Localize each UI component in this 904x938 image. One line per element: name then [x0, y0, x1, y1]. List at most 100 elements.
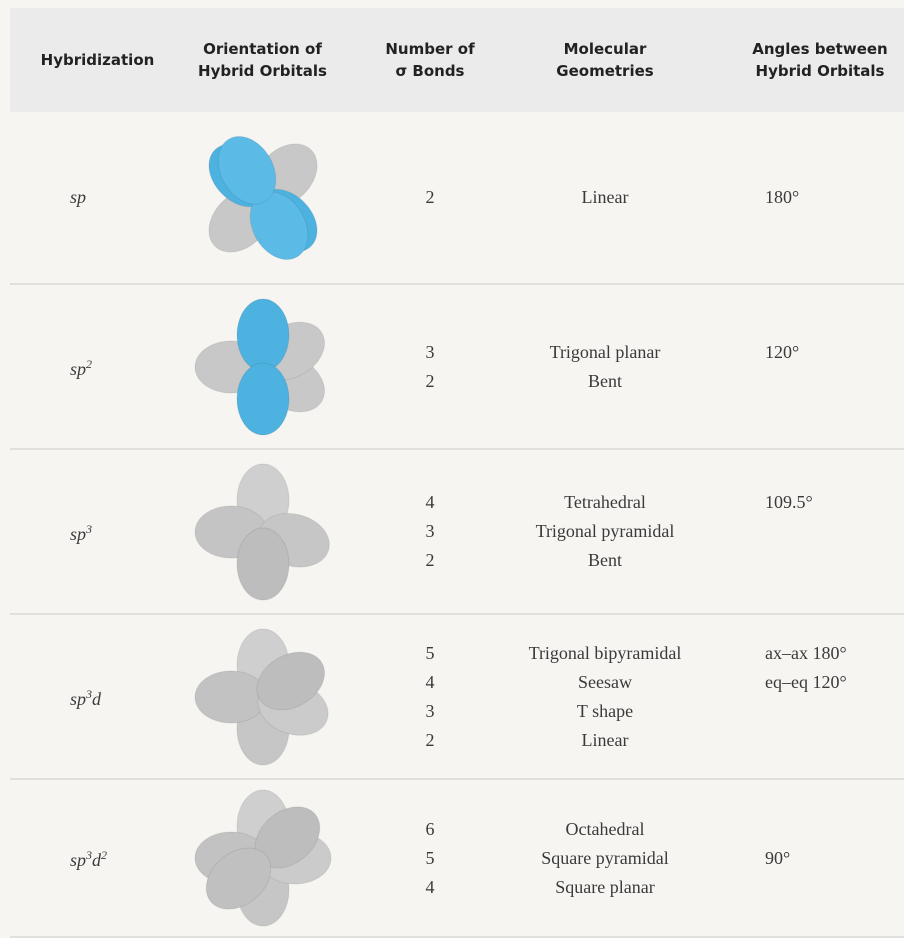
geometry: Square pyramidal	[541, 847, 669, 868]
hybridization-part: sp	[70, 688, 87, 709]
bond-count: 2	[425, 729, 435, 750]
header-line: Hybridization	[40, 51, 155, 69]
bonds-cell: 4 3 2	[355, 450, 505, 613]
geometries-cell: Linear	[505, 112, 705, 283]
table-header: Hybridization Orientation of Hybrid Orbita…	[10, 8, 904, 112]
orbital-image	[194, 628, 329, 765]
geometry: Seesaw	[578, 671, 632, 692]
hybridization-part: sp	[70, 850, 87, 870]
geometry: Trigonal planar	[549, 341, 661, 362]
bond-count: 3	[425, 341, 435, 362]
header-cell: Angles between Hybrid Orbitals	[735, 8, 904, 112]
table-row: sp3 4 3 2 Tetrahedral Trigonal pyramidal Bent 1…	[10, 450, 904, 615]
hybridization: sp3d2	[70, 841, 107, 875]
hybridization: sp3	[70, 515, 92, 549]
bonds-cell: 6 5 4	[355, 780, 505, 936]
geometry: Trigonal bipyramidal	[528, 642, 682, 663]
header-line: Number of	[385, 40, 475, 58]
table-row: sp2 3 2 Trigonal planar Bent 120°	[10, 285, 904, 450]
bond-count: 2	[425, 550, 435, 570]
angle: 109.5°	[765, 492, 813, 512]
angles-cell: 180°	[735, 112, 904, 283]
hybridization-cell: sp3d	[20, 615, 225, 778]
header-line: Angles between	[752, 40, 888, 58]
orbital-lobe	[256, 651, 325, 710]
bonds-cell: 5 4 3 2	[355, 615, 505, 778]
geometries-cell: Octahedral Square pyramidal Square planar	[505, 780, 705, 936]
hybridization-part: sp	[70, 358, 87, 379]
angles-cell: 90°	[735, 780, 904, 936]
hybridization-part: 3	[86, 848, 93, 862]
geometries-cell: Trigonal planar Bent	[505, 285, 705, 448]
header-cell: Molecular Geometries	[505, 8, 705, 112]
angle: ax–ax 180°	[765, 642, 847, 663]
bond-count: 2	[425, 370, 435, 391]
hybridization: sp2	[70, 350, 92, 384]
geometry: Linear	[581, 187, 629, 207]
bond-count: 5	[425, 847, 435, 868]
hybridization-part: 3	[86, 686, 93, 701]
angle: 120°	[765, 341, 800, 362]
angle: eq–eq 120°	[765, 671, 847, 692]
geometry: Octahedral	[565, 818, 645, 839]
hybridization-part: 2	[101, 848, 108, 862]
hybridization-part: 3	[86, 521, 93, 536]
orbital-lobe	[194, 670, 268, 723]
orbital-image	[194, 789, 332, 927]
geometries-cell: Tetrahedral Trigonal pyramidal Bent	[505, 450, 705, 613]
header-cell: Hybridization	[20, 8, 175, 112]
angles-cell: ax–ax 180° eq–eq 120°	[735, 615, 904, 778]
angle: 180°	[765, 187, 800, 207]
bond-count: 6	[425, 818, 435, 839]
geometry: Square planar	[555, 876, 655, 897]
angles-cell: 109.5°	[735, 450, 904, 613]
geometry: Trigonal pyramidal	[535, 521, 675, 541]
hybridization: sp3d	[70, 680, 101, 714]
bonds-cell: 2	[355, 112, 505, 283]
bond-count: 3	[425, 700, 435, 721]
bond-count: 4	[425, 492, 435, 512]
hybridization-part: d	[92, 688, 102, 709]
hybridization-cell: sp3	[20, 450, 225, 613]
header-line: σ Bonds	[395, 62, 465, 80]
geometry: Bent	[588, 370, 622, 391]
hybridization-cell: sp3d2	[20, 780, 225, 936]
orbital-lobe	[236, 298, 290, 371]
orbital-image	[194, 298, 325, 435]
angles-cell: 120°	[735, 285, 904, 448]
orbital-lobe	[205, 847, 272, 910]
hybridization-part: 2	[86, 356, 93, 371]
orbital-image	[194, 463, 330, 600]
hybridization-part: sp	[70, 187, 87, 207]
bond-count: 4	[425, 671, 435, 692]
header-line: Molecular	[563, 40, 647, 58]
hybridization-cell: sp2	[20, 285, 225, 448]
header-line: Hybrid Orbitals	[755, 62, 885, 80]
header-line: Geometries	[556, 62, 654, 80]
bond-count: 5	[425, 642, 435, 663]
hybridization-part: sp	[70, 523, 87, 544]
bond-count: 2	[425, 187, 435, 207]
header-cell: Number of σ Bonds	[355, 8, 505, 112]
geometry: Linear	[581, 729, 629, 750]
orbital-lobe	[236, 527, 290, 600]
geometry: Bent	[588, 550, 622, 570]
angle: 90°	[765, 847, 791, 868]
table-row: sp 2 Linear 180°	[10, 112, 904, 285]
table-row: sp3d 5 4 3 2 Trigonal bipyramidal Seesaw T shap…	[10, 615, 904, 780]
hybridization: sp	[70, 183, 86, 212]
header-cell: Orientation of Hybrid Orbitals	[180, 8, 345, 112]
orbital-lobe	[236, 362, 290, 435]
geometries-cell: Trigonal bipyramidal Seesaw T shape Linear	[505, 615, 705, 778]
hybridization-cell: sp	[20, 112, 225, 283]
geometry: T shape	[576, 700, 634, 721]
bond-count: 4	[425, 876, 435, 897]
header-line: Hybrid Orbitals	[198, 62, 327, 80]
orbital-image	[208, 135, 318, 260]
orbital-lobe	[217, 135, 277, 205]
hybridization-part: d	[92, 850, 102, 870]
table-row: sp3d2 6 5 4 Octahedral Square pyramidal Square…	[10, 780, 904, 938]
header-line: Orientation of	[203, 40, 322, 58]
